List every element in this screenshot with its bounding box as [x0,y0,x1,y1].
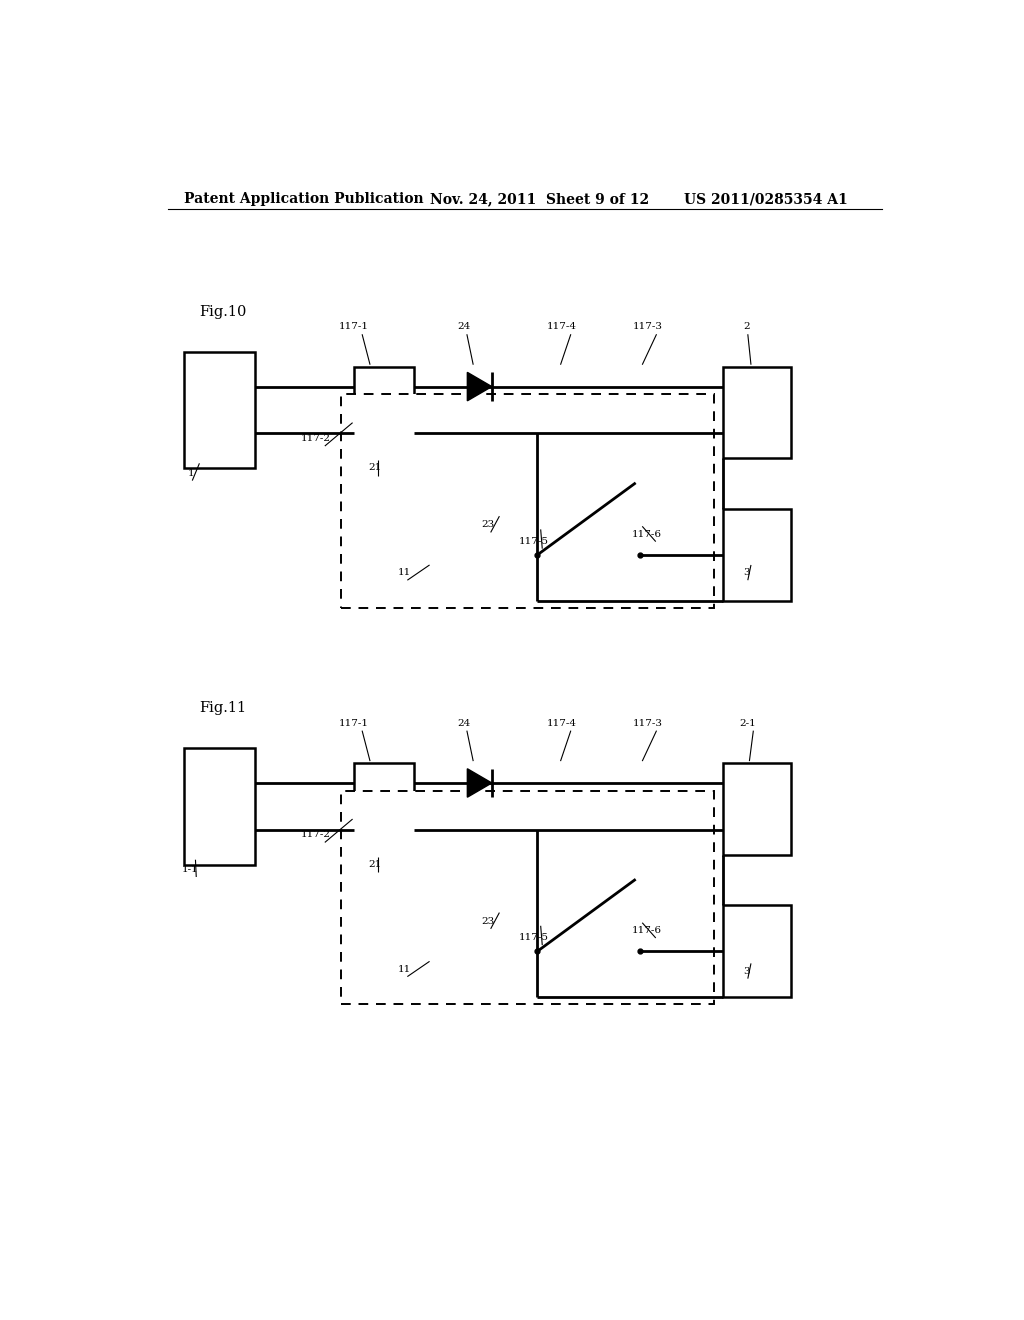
Bar [183,748,255,865]
Text: 117-5: 117-5 [518,933,549,942]
Text: 23: 23 [481,520,495,529]
Polygon shape [467,768,492,797]
Text: 117-5: 117-5 [518,537,549,545]
Text: 117-6: 117-6 [632,925,662,935]
Text: 117-2: 117-2 [301,434,331,444]
Bar [183,351,255,469]
Polygon shape [467,372,492,401]
Text: 117-1: 117-1 [338,718,369,727]
Text: 117-2: 117-2 [301,830,331,840]
Text: 24: 24 [458,718,471,727]
Bar [723,367,791,458]
Text: 11: 11 [397,568,411,577]
Text: 2: 2 [743,322,750,331]
Bar [341,395,714,607]
Text: 117-3: 117-3 [633,322,663,331]
Text: 117-6: 117-6 [632,529,662,539]
Text: 21: 21 [369,859,382,869]
Text: 117-1: 117-1 [338,322,369,331]
Bar [723,510,791,601]
Text: Fig.10: Fig.10 [200,305,247,319]
Text: 1-1: 1-1 [182,865,199,874]
Text: 2-1: 2-1 [739,718,756,727]
Bar [354,367,414,458]
Text: 117-3: 117-3 [633,718,663,727]
Text: 24: 24 [458,322,471,331]
Text: Patent Application Publication: Patent Application Publication [183,191,423,206]
Text: 21: 21 [369,463,382,473]
Text: 3: 3 [743,966,750,975]
Bar [341,791,714,1005]
Bar [354,763,414,854]
Text: 117-4: 117-4 [547,718,577,727]
Text: 117-4: 117-4 [547,322,577,331]
Text: 1: 1 [187,469,195,478]
Text: 11: 11 [397,965,411,974]
Text: US 2011/0285354 A1: US 2011/0285354 A1 [684,191,847,206]
Text: 23: 23 [481,917,495,925]
Bar [723,906,791,997]
Text: 3: 3 [743,568,750,577]
Text: Fig.11: Fig.11 [200,701,247,715]
Text: Nov. 24, 2011  Sheet 9 of 12: Nov. 24, 2011 Sheet 9 of 12 [430,191,648,206]
Bar [723,763,791,854]
